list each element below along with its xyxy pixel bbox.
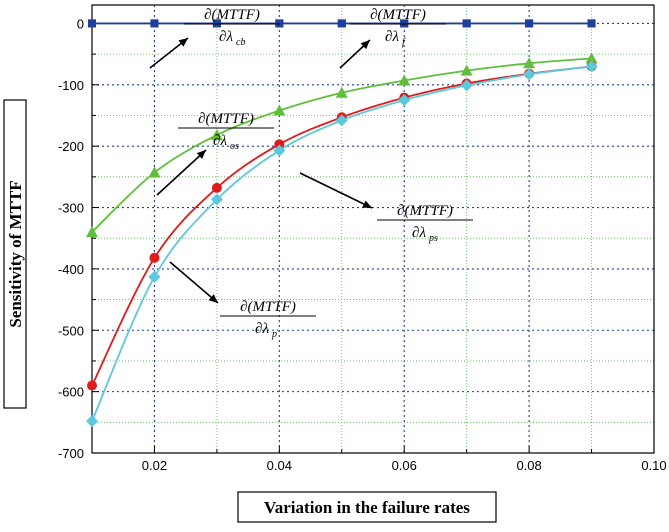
annotation-denominator: ∂λ <box>255 321 269 337</box>
annotation-subscript: os <box>230 141 239 152</box>
point-os <box>398 74 411 86</box>
x-tick-label: 0.10 <box>641 458 666 473</box>
annotation-arrow-head <box>360 40 370 50</box>
annotation-arrow-shaft <box>299 172 373 209</box>
annotation-numerator: ∂(MTTF) <box>397 203 453 219</box>
annotation-subscript: p <box>271 329 277 340</box>
annotation-arrow-head <box>178 38 188 47</box>
annotation-arrow-shaft <box>156 149 207 196</box>
y-axis-title-box <box>3 99 27 409</box>
annotation-denominator: ∂λ <box>213 133 227 149</box>
annotation-arrow-head <box>362 200 372 208</box>
point-f <box>462 19 471 28</box>
y-tick-label: -100 <box>58 78 84 93</box>
annotation-numerator: ∂(MTTF) <box>240 299 296 315</box>
y-tick-label: 0 <box>77 16 84 31</box>
point-os <box>86 226 98 238</box>
series-group <box>86 19 598 428</box>
point-os <box>523 57 536 69</box>
x-axis-title-group: Variation in the failure rates <box>237 491 497 523</box>
y-tick-label: -700 <box>58 446 84 461</box>
point-os <box>148 166 161 178</box>
x-tick-label: 0.02 <box>142 458 167 473</box>
point-p <box>148 270 161 283</box>
x-axis-title-box <box>237 491 497 523</box>
point-f <box>525 19 534 28</box>
point-f <box>150 19 159 28</box>
point-f <box>212 19 221 28</box>
point-p <box>273 144 286 157</box>
y-axis-title: Sensitivity of MTTF <box>6 180 25 327</box>
point-p <box>585 60 598 73</box>
y-tick-label: -300 <box>58 201 84 216</box>
y-tick-label: -200 <box>58 139 84 154</box>
point-ps <box>87 380 97 391</box>
annotations-group: ∂(MTTF)∂λ cb∂(MTTF)∂λ f∂(MTTF)∂λ os∂(MTTF)∂… <box>149 7 473 340</box>
y-tick-label: -400 <box>58 262 84 277</box>
point-p <box>460 79 473 92</box>
point-p <box>210 193 223 206</box>
annotation-arrow-head <box>196 150 206 160</box>
point-os <box>335 86 348 98</box>
annotation-arrow-shaft <box>169 261 219 304</box>
axis-ticks: 0.02 0.04 0.06 0.08 0.10 0 -100 -200 -300 -400 -50… <box>58 16 667 473</box>
annotation-numerator: ∂(MTTF) <box>204 7 260 23</box>
y-tick-label: -600 <box>58 385 84 400</box>
point-p <box>335 114 348 127</box>
point-p <box>86 415 98 428</box>
point-ps <box>274 139 285 150</box>
grid <box>92 5 654 453</box>
point-f <box>275 19 284 28</box>
point-f <box>400 19 409 28</box>
annotation-denominator: ∂λ <box>219 29 233 45</box>
annotation-denominator: ∂λ <box>385 29 399 45</box>
annotation-arrow-head <box>208 294 218 303</box>
annotation-subscript: cb <box>236 37 245 48</box>
point-f <box>587 19 596 28</box>
annotation-subscript: ps <box>428 233 438 244</box>
point-os <box>210 129 223 141</box>
y-tick-label: -500 <box>58 323 84 338</box>
x-tick-label: 0.08 <box>516 458 541 473</box>
point-ps <box>211 182 222 193</box>
annotation-numerator: ∂(MTTF) <box>198 111 254 127</box>
y-axis-title-group: Sensitivity of MTTF <box>3 99 27 409</box>
x-axis-title: Variation in the failure rates <box>264 498 470 517</box>
point-f <box>88 19 96 28</box>
point-os <box>273 104 286 116</box>
point-f <box>337 19 346 28</box>
series-line-os <box>91 57 592 233</box>
x-tick-label: 0.04 <box>267 458 292 473</box>
point-os <box>585 52 598 64</box>
x-tick-label: 0.06 <box>392 458 417 473</box>
annotation-denominator: ∂λ <box>412 225 426 241</box>
point-ps <box>149 252 160 263</box>
annotation-subscript: f <box>402 37 406 48</box>
point-os <box>460 64 473 76</box>
point-p <box>398 94 411 107</box>
annotation-numerator: ∂(MTTF) <box>370 7 426 23</box>
point-p <box>523 68 536 81</box>
